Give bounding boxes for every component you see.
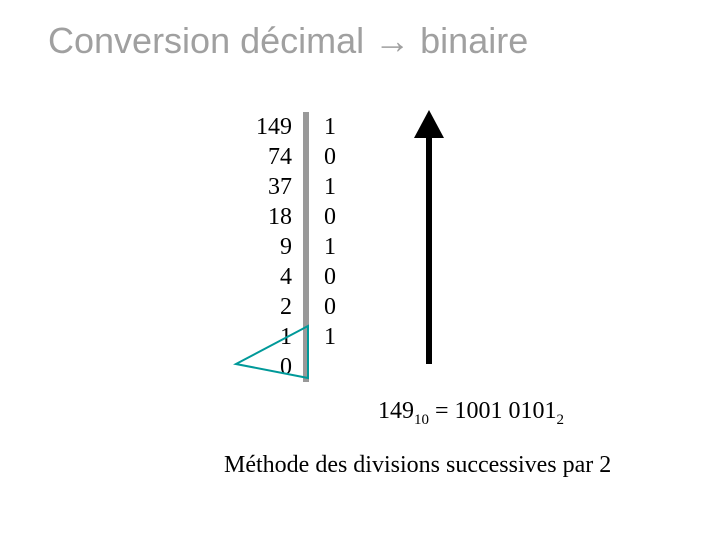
remainder-cell: 1 (324, 232, 344, 262)
quotient-cell: 37 (236, 172, 292, 202)
remainder-cell: 1 (324, 112, 344, 142)
quotient-cell: 149 (236, 112, 292, 142)
result-decimal: 149 (378, 398, 414, 424)
result-equation: 14910 = 1001 01012 (378, 398, 564, 429)
arrow-shaft (426, 132, 432, 364)
remainder-cell: 0 (324, 202, 344, 232)
remainder-cell: 1 (324, 322, 344, 352)
triangle-shape (236, 326, 308, 378)
right-arrow-icon: → (374, 20, 410, 61)
title-prefix: Conversion décimal (48, 20, 374, 61)
remainder-cell: 1 (324, 172, 344, 202)
remainder-cell: 0 (324, 292, 344, 322)
result-binary: 1001 0101 (455, 398, 557, 424)
method-caption: Méthode des divisions successives par 2 (224, 452, 611, 479)
page-title: Conversion décimal → binaire (48, 20, 528, 62)
result-binary-base: 2 (557, 412, 565, 428)
remainder-cell: 0 (324, 262, 344, 292)
up-arrow-icon (414, 110, 444, 364)
result-equals: = (429, 398, 455, 424)
remainder-cell: 0 (324, 142, 344, 172)
result-decimal-base: 10 (414, 412, 429, 428)
quotient-cell: 4 (236, 262, 292, 292)
read-triangle (230, 320, 314, 390)
title-suffix: binaire (410, 20, 528, 61)
quotient-cell: 74 (236, 142, 292, 172)
quotient-cell: 2 (236, 292, 292, 322)
quotient-cell: 18 (236, 202, 292, 232)
slide: Conversion décimal → binaire 14974371894… (0, 0, 720, 540)
quotient-cell: 9 (236, 232, 292, 262)
remainders-column: 10101001 (324, 112, 344, 352)
